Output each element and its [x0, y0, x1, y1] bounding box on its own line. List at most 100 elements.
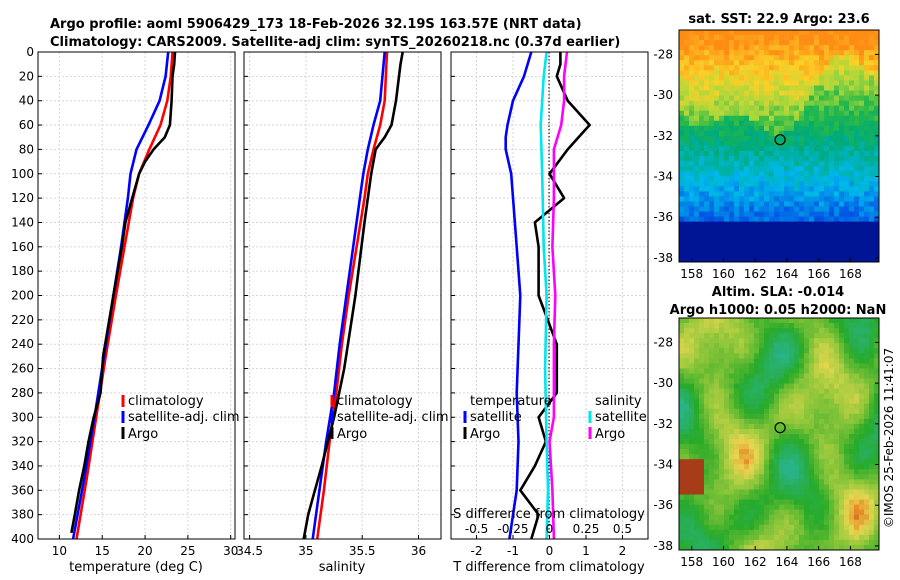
map-cell [769, 524, 775, 531]
map-cell [689, 524, 695, 531]
map-cell [719, 408, 725, 415]
map-cell [779, 489, 785, 495]
map-cell [824, 353, 830, 359]
map-cell [834, 328, 840, 334]
map-cell [854, 50, 860, 56]
map-cell [799, 226, 805, 233]
map-cell [734, 318, 740, 324]
map-cell [689, 428, 695, 435]
map-cell [824, 328, 830, 334]
map-cell [864, 236, 870, 243]
map-cell [784, 449, 790, 455]
map-cell [694, 444, 700, 450]
map-cell [794, 358, 800, 364]
map-cell [724, 236, 730, 243]
map-cell [809, 418, 815, 425]
map-cell [714, 60, 720, 66]
map-cell [744, 40, 750, 46]
map-cell [684, 373, 690, 379]
map-cell [829, 201, 835, 207]
map-cell [699, 196, 705, 202]
map-cell [794, 484, 800, 490]
map-cell [744, 161, 750, 167]
map-cell [829, 130, 835, 137]
map-cell [824, 90, 830, 96]
map-cell [774, 333, 780, 339]
map-cell [749, 40, 755, 46]
map-cell [864, 100, 870, 107]
map-cell [839, 539, 845, 546]
map-cell [814, 343, 820, 349]
map-cell [799, 459, 805, 465]
map-cell [699, 75, 705, 81]
map-cell [824, 75, 830, 81]
map-cell [684, 166, 690, 172]
map-cell [809, 529, 815, 536]
series-line-climatology [315, 51, 389, 540]
map-cell [864, 514, 870, 521]
map-cell [734, 504, 740, 511]
map-cell [744, 514, 750, 521]
map-cell [864, 125, 870, 132]
map-cell [849, 196, 855, 202]
map-cell [694, 80, 700, 86]
map-cell [814, 50, 820, 56]
map-cell [779, 151, 785, 157]
map-cell [869, 246, 875, 253]
map-cell [814, 328, 820, 334]
map-cell [689, 358, 695, 364]
map-cell [789, 125, 795, 132]
map-cell [694, 428, 700, 435]
map-cell [759, 464, 765, 470]
map-cell [859, 85, 865, 91]
map-cell [784, 439, 790, 445]
map-cell [854, 408, 860, 415]
map-cell [789, 504, 795, 511]
map-cell [744, 146, 750, 152]
map-cell [684, 246, 690, 253]
map-cell [749, 373, 755, 379]
map-cell [844, 95, 850, 102]
map-cell [859, 226, 865, 233]
map-cell [714, 499, 720, 506]
map-cell [849, 323, 855, 329]
map-cell [774, 343, 780, 349]
map-cell [814, 55, 820, 61]
map-cell [819, 100, 825, 107]
map-cell [849, 251, 855, 258]
map-cell [709, 80, 715, 86]
map-cell [809, 246, 815, 253]
map-cell [694, 449, 700, 455]
map-cell [704, 231, 710, 238]
map-cell [709, 343, 715, 349]
map-cell [789, 156, 795, 162]
map-cell [819, 206, 825, 212]
map-cell [679, 60, 685, 66]
map-cell [799, 454, 805, 460]
map-cell [784, 444, 790, 450]
difference-legend-temperature: temperature satellite Argo [463, 394, 552, 442]
map-cell [774, 251, 780, 258]
map-cell [874, 95, 880, 102]
map-cell [844, 398, 850, 405]
map-cell [874, 30, 880, 36]
map-cell [749, 323, 755, 329]
map-cell [769, 130, 775, 137]
map-cell [759, 241, 765, 248]
map-cell [729, 216, 735, 223]
map-cell [759, 70, 765, 76]
map-cell [799, 85, 805, 91]
map-cell [689, 378, 695, 384]
map-cell [764, 464, 770, 470]
map-cell [774, 156, 780, 162]
map-cell [719, 454, 725, 460]
map-cell [749, 368, 755, 374]
map-cell [794, 529, 800, 536]
map-cell [824, 514, 830, 521]
map-cell [714, 191, 720, 197]
map-cell [789, 494, 795, 500]
map-x-tick-label: 158 [680, 267, 703, 281]
map-cell [809, 221, 815, 228]
map-cell [749, 328, 755, 334]
map-cell [834, 373, 840, 379]
